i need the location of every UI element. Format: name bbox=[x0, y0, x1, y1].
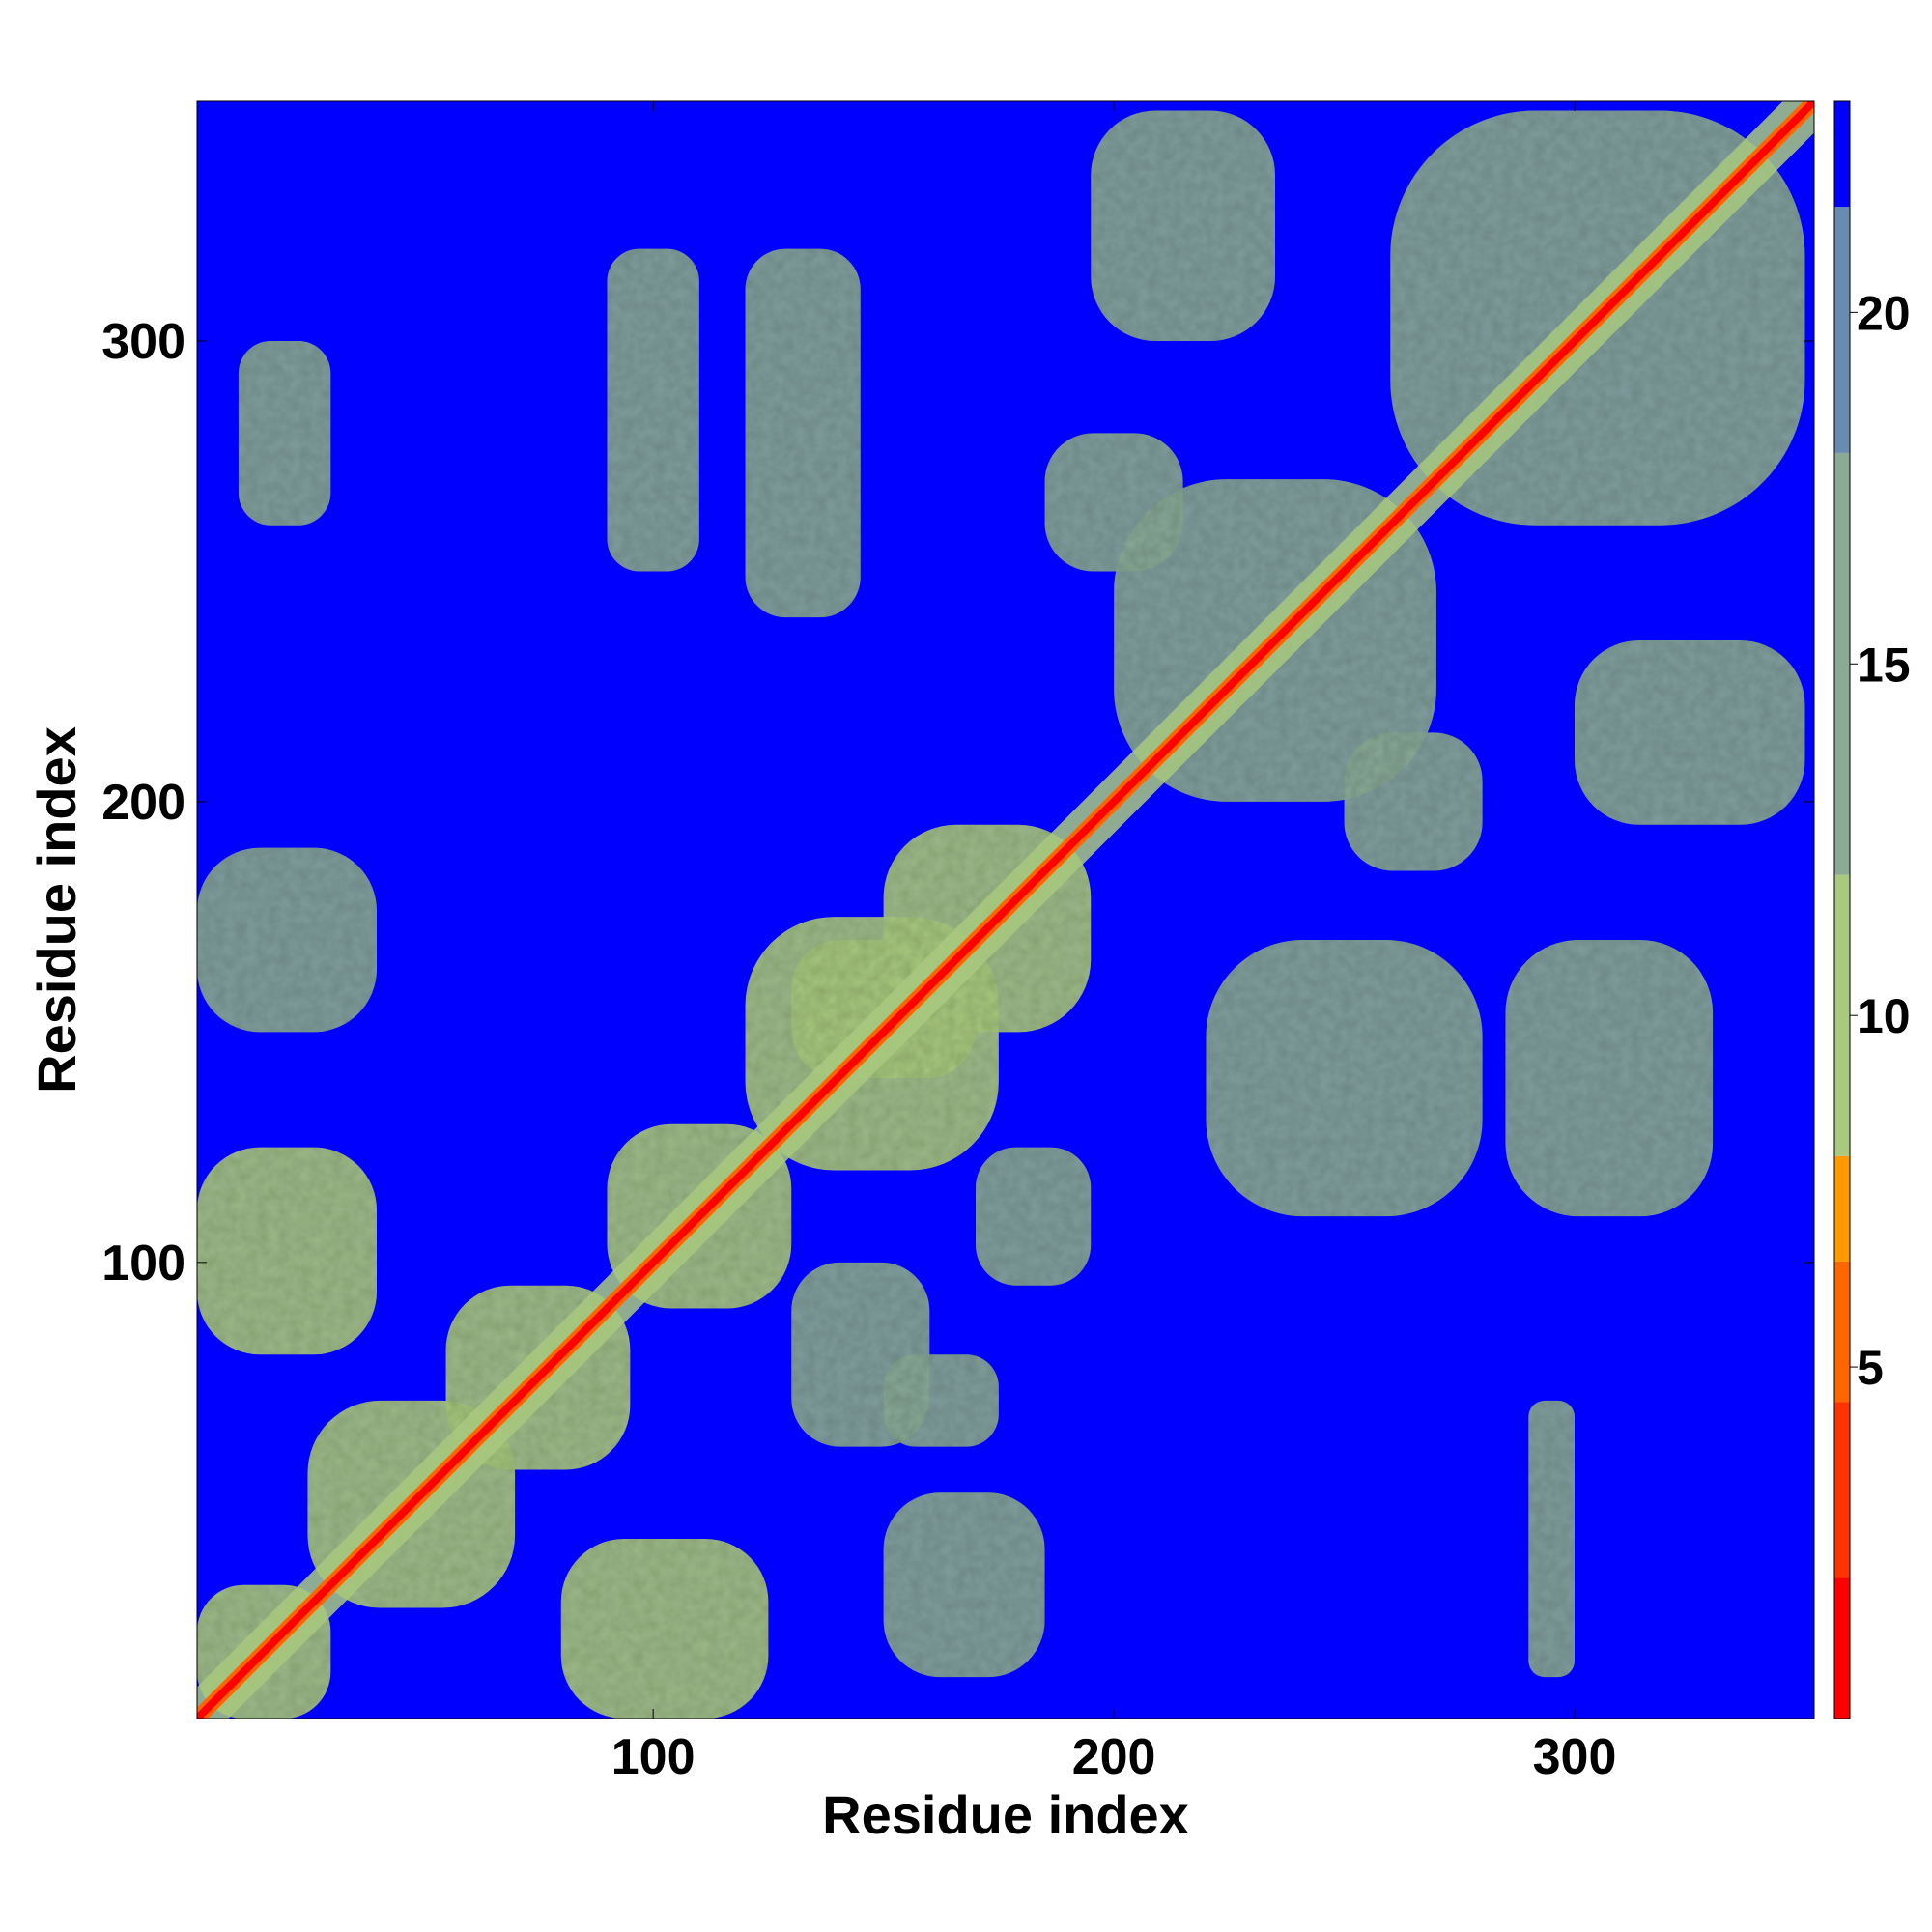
colorbar-band bbox=[1834, 101, 1850, 208]
colorbar-tick-label: 5 bbox=[1857, 1341, 1884, 1395]
colorbar-tick-label: 20 bbox=[1857, 286, 1911, 340]
x-tick-label: 200 bbox=[1072, 1729, 1156, 1785]
contact-block bbox=[197, 847, 377, 1033]
contact-block bbox=[560, 1539, 769, 1719]
contact-block bbox=[1575, 640, 1805, 825]
contact-block bbox=[745, 248, 861, 618]
x-axis-ticks: 100 200 300 bbox=[611, 101, 1617, 1785]
colorbar-tick-label: 10 bbox=[1857, 989, 1911, 1043]
colorbar-band bbox=[1834, 207, 1850, 453]
plot-frame bbox=[196, 100, 1815, 1719]
colorbar-band bbox=[1834, 1402, 1850, 1578]
y-tick-label: 300 bbox=[101, 314, 185, 370]
contact-block bbox=[1528, 1400, 1575, 1678]
colorbar-frame bbox=[1833, 100, 1851, 1719]
contact-block bbox=[1505, 940, 1714, 1217]
colorbar-band bbox=[1834, 1261, 1850, 1403]
y-tick-label: 100 bbox=[101, 1236, 185, 1292]
y-axis-label: Residue index bbox=[26, 726, 87, 1094]
colorbar-tick-label: 15 bbox=[1857, 638, 1911, 692]
contact-block bbox=[607, 248, 699, 572]
y-axis-ticks: 100 200 300 bbox=[101, 314, 1814, 1292]
contact-block bbox=[883, 1354, 999, 1447]
x-tick-label: 300 bbox=[1533, 1729, 1617, 1785]
x-tick-label: 100 bbox=[611, 1729, 696, 1785]
colorbar-band bbox=[1834, 1577, 1850, 1719]
heatmap-diagonal bbox=[197, 101, 1814, 1719]
contact-block bbox=[238, 341, 331, 526]
colorbar-band bbox=[1834, 452, 1850, 875]
x-axis-label: Residue index bbox=[822, 1784, 1189, 1845]
colorbar-ticks: 5 10 15 20 bbox=[1850, 286, 1911, 1395]
contact-block bbox=[883, 1492, 1045, 1678]
colorbar bbox=[1834, 101, 1850, 1719]
contact-block bbox=[1091, 110, 1275, 342]
colorbar-band bbox=[1834, 874, 1850, 1156]
y-tick-label: 200 bbox=[101, 775, 185, 831]
contact-block bbox=[197, 1147, 377, 1355]
diagonal-core bbox=[197, 101, 1814, 1719]
contact-block bbox=[976, 1147, 1092, 1286]
contact-block bbox=[1206, 940, 1483, 1217]
colorbar-band bbox=[1834, 1155, 1850, 1262]
